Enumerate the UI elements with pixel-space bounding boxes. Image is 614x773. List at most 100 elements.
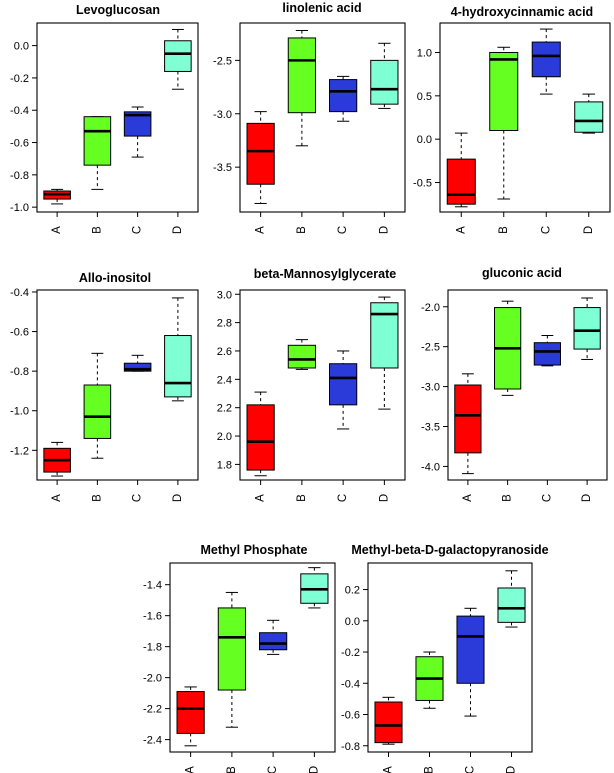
box-iqr (164, 40, 192, 72)
box-d (370, 42, 399, 109)
y-tick-label: 3.0 (217, 289, 232, 301)
chart-panel: beta-Mannosylglycerate 1.8 2.0 2.2 2.4 2.6 2.8… (217, 267, 406, 502)
box-c (329, 350, 358, 430)
y-tick-label: -1.2 (10, 445, 29, 457)
y-tick-label: -2.4 (143, 735, 162, 747)
y-tick-label: -3.0 (421, 382, 440, 394)
x-category-label: A (51, 494, 63, 502)
box-iqr (454, 384, 482, 454)
chart-title: 4-hydroxycinnamic acid (451, 5, 593, 19)
plot-frame (239, 289, 406, 481)
y-tick-label: -0.8 (10, 366, 29, 378)
y-tick-label: -2.5 (421, 342, 440, 354)
x-category-label: D (308, 766, 320, 773)
box-iqr (287, 344, 316, 369)
chart-panel: Methyl Phosphate -2.4 -2.2 -2.0 -1.8 -1.6 -1.4… (143, 543, 336, 773)
y-tick-label: -0.6 (341, 710, 360, 722)
y-tick-label: -0.8 (10, 170, 29, 182)
x-category-label: A (255, 494, 267, 502)
x-category-label: C (337, 226, 349, 234)
box-iqr (533, 342, 561, 366)
y-tick-label: 0.0 (417, 134, 432, 146)
x-category-label: B (296, 226, 308, 234)
box-iqr (83, 116, 112, 166)
y-tick-label: 1.8 (217, 459, 232, 471)
y-tick-label: 2.0 (217, 431, 232, 443)
chart-panel: Levoglucosan -1.0 -0.8 -0.6 -0.4 -0.2 0.0 A B C D (10, 3, 199, 234)
y-tick-label: -3.5 (213, 162, 232, 174)
x-category-label: B (226, 766, 238, 773)
box-iqr (246, 404, 275, 471)
plot-frame (239, 22, 406, 213)
plot-frame (36, 289, 199, 481)
y-tick-label: -0.5 (413, 178, 432, 190)
box-iqr (370, 59, 399, 105)
box-iqr (246, 122, 275, 185)
box-b (287, 339, 316, 370)
x-category-label: B (502, 494, 514, 502)
box-iqr (287, 37, 316, 114)
box-c (123, 106, 152, 158)
box-d (573, 297, 601, 360)
y-tick-label: 0.0 (345, 616, 360, 628)
y-tick-label: -1.4 (143, 580, 162, 592)
box-b (83, 352, 112, 459)
x-category-label: D (378, 226, 390, 234)
box-c (123, 354, 152, 372)
y-tick-label: -2.2 (143, 704, 162, 716)
box-iqr (446, 158, 476, 205)
box-d (300, 567, 329, 609)
y-tick-label: 0.0 (14, 41, 29, 53)
box-c (329, 75, 358, 122)
box-c (533, 335, 561, 367)
chart-title: Methyl Phosphate (201, 543, 308, 557)
box-a (43, 441, 71, 477)
box-iqr (497, 587, 526, 623)
box-iqr (217, 607, 246, 691)
box-b (287, 29, 316, 147)
y-tick-label: 0.2 (345, 585, 360, 597)
y-tick-label: 2.4 (217, 374, 232, 386)
y-tick-label: -3.5 (421, 422, 440, 434)
box-a (374, 696, 403, 745)
y-tick-label: -1.0 (10, 406, 29, 418)
x-category-label: B (424, 766, 436, 773)
y-tick-label: -1.6 (143, 611, 162, 623)
box-b (83, 116, 112, 190)
box-a (454, 373, 482, 475)
chart-panel: 4-hydroxycinnamic acid -0.5 0.0 0.5 1.0 A B C D (413, 5, 611, 234)
box-iqr (259, 632, 288, 651)
chart-title: gluconic acid (482, 266, 562, 280)
x-category-label: B (91, 226, 103, 234)
box-d (497, 570, 526, 628)
x-category-label: D (172, 494, 184, 502)
box-iqr (374, 701, 403, 744)
y-tick-label: -2.0 (143, 673, 162, 685)
box-c (259, 619, 288, 655)
box-iqr (573, 307, 601, 350)
x-category-label: B (296, 494, 308, 502)
box-d (370, 296, 399, 410)
x-category-label: C (540, 226, 552, 234)
box-c (531, 28, 561, 95)
box-iqr (164, 335, 192, 398)
plot-frame (367, 562, 533, 753)
x-category-label: D (172, 226, 184, 234)
y-tick-label: -1.8 (143, 642, 162, 654)
chart-title: Allo-inositol (79, 271, 151, 285)
x-category-label: A (51, 226, 63, 234)
box-d (574, 93, 604, 134)
x-category-label: B (498, 226, 510, 234)
box-a (246, 111, 275, 204)
x-category-label: A (383, 766, 395, 773)
box-iqr (456, 615, 485, 684)
y-tick-label: -3.0 (213, 109, 232, 121)
plot-frame (169, 562, 336, 753)
box-iqr (489, 51, 519, 132)
y-tick-label: 2.6 (217, 346, 232, 358)
box-a (43, 188, 71, 205)
x-category-label: D (506, 766, 518, 773)
y-tick-label: -0.4 (10, 287, 29, 299)
box-b (217, 591, 246, 728)
